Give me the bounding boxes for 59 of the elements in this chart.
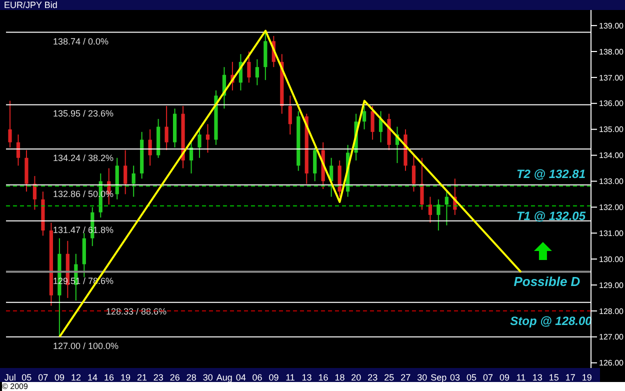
x-tick-label: 21 xyxy=(136,372,147,382)
y-tick-label: 133.00 xyxy=(599,177,624,186)
y-tick-label: 126.00 xyxy=(599,358,624,368)
text: © 2009 xyxy=(2,382,625,391)
x-tick-label: 07 xyxy=(483,372,494,382)
y-tick-label: 128.00 xyxy=(599,306,624,316)
y-tick-label: 131.00 xyxy=(599,228,624,238)
ref-line-label: T1 @ 132.05 xyxy=(516,208,586,223)
y-tick-label: 127.00 xyxy=(599,332,624,342)
x-tick-label: 09 xyxy=(499,372,510,382)
y-tick-label: 136.00 xyxy=(599,99,624,108)
y-tick-label: 129.00 xyxy=(599,280,624,290)
x-tick-label: 09 xyxy=(268,372,279,382)
annotation: Possible D xyxy=(514,274,581,290)
y-tick-label: 134.00 xyxy=(599,151,624,160)
y-tick-label: 139.00 xyxy=(599,21,624,30)
ref-line-label: 134.24 / 38.2% xyxy=(53,153,114,164)
chart-title: EUR/JPY Bid xyxy=(4,0,58,10)
x-tick-label: 13 xyxy=(302,372,312,382)
x-tick-label: 11 xyxy=(516,372,526,382)
x-tick-label: Aug xyxy=(216,372,232,382)
x-tick-label: 06 xyxy=(252,372,262,382)
x-tick-label: 03 xyxy=(450,372,460,382)
x-tick-label: 16 xyxy=(318,372,328,382)
x-tick-label: 14 xyxy=(88,372,98,382)
x-tick-label: Jul xyxy=(4,372,16,382)
x-tick-label: 19 xyxy=(120,372,130,382)
x-tick-label: 30 xyxy=(202,372,213,382)
y-tick-label: 135.00 xyxy=(599,125,624,134)
x-tick-label: 23 xyxy=(153,372,164,382)
x-tick-label: 16 xyxy=(104,372,114,382)
x-tick-label: 13 xyxy=(532,372,542,382)
y-tick-label: 137.00 xyxy=(599,73,624,82)
x-tick-label: Sep xyxy=(430,372,447,382)
x-tick-label: 26 xyxy=(170,372,180,382)
x-tick-label: 11 xyxy=(286,372,295,382)
x-tick-label: 27 xyxy=(400,372,411,382)
x-tick-label: 19 xyxy=(582,372,592,382)
x-tick-label: 25 xyxy=(384,372,394,382)
x-tick-label: 12 xyxy=(71,372,82,382)
x-tick-label: 07 xyxy=(38,372,48,382)
x-tick-label: 15 xyxy=(548,372,559,382)
x-tick-label: 23 xyxy=(368,372,378,382)
ref-line-label: 138.74 / 0.0% xyxy=(53,36,109,46)
x-tick-label: 05 xyxy=(466,372,477,382)
x-tick-label: 18 xyxy=(334,372,345,382)
ref-line-label: 127.00 / 100.0% xyxy=(53,340,119,351)
ref-line-label: 135.95 / 23.6% xyxy=(53,108,114,119)
x-tick-label: 09 xyxy=(54,372,65,382)
x-tick-label: 05 xyxy=(22,372,32,382)
x-tick-label: 30 xyxy=(417,372,428,382)
x-tick-label: 28 xyxy=(186,372,196,382)
y-tick-label: 138.00 xyxy=(599,47,624,56)
x-tick-label: 20 xyxy=(351,372,362,382)
x-tick-label: 17 xyxy=(565,372,576,382)
y-tick-label: 132.00 xyxy=(599,203,624,212)
y-tick-label: 130.00 xyxy=(599,254,624,264)
x-tick-label: 04 xyxy=(236,372,246,382)
ref-line-label: T2 @ 132.81 xyxy=(516,167,586,182)
